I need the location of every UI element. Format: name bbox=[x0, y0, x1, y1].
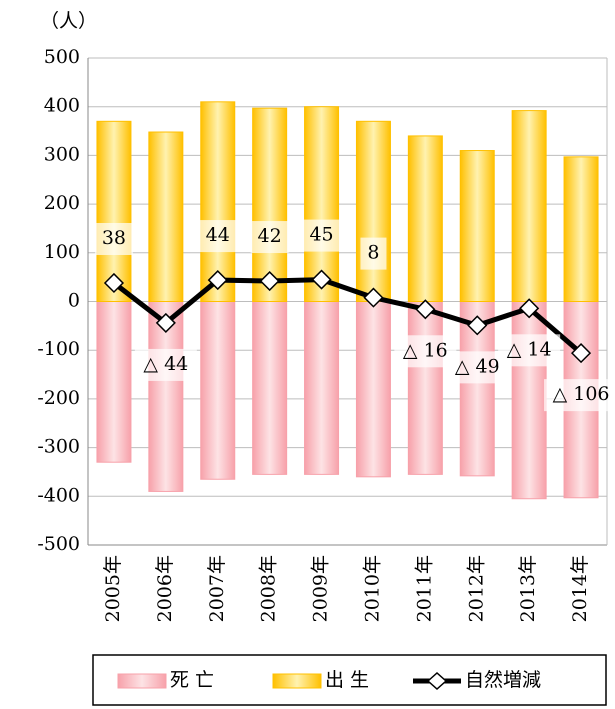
bar bbox=[407, 135, 443, 302]
x-tick-label: 2005年 bbox=[102, 555, 124, 622]
data-label: 42 bbox=[258, 225, 282, 247]
y-tick-label: -200 bbox=[37, 387, 80, 409]
bar bbox=[459, 150, 495, 302]
bar bbox=[252, 301, 288, 475]
marker bbox=[311, 269, 332, 290]
bar bbox=[511, 110, 547, 303]
legend-swatch bbox=[117, 673, 167, 689]
bar bbox=[252, 107, 288, 303]
legend-box bbox=[92, 654, 607, 706]
data-label: △ 14 bbox=[507, 338, 552, 360]
marker bbox=[570, 343, 592, 364]
label-bg bbox=[94, 222, 133, 255]
y-tick-label: 100 bbox=[44, 241, 80, 263]
line bbox=[112, 277, 583, 356]
data-label: △ 44 bbox=[143, 353, 188, 375]
x-tick-label: 2014年 bbox=[569, 555, 591, 622]
x-tick-label: 2013年 bbox=[517, 555, 539, 622]
data-label: △ 16 bbox=[403, 339, 448, 361]
bar bbox=[304, 106, 340, 302]
data-label: △ 106 bbox=[553, 383, 610, 405]
marker bbox=[519, 298, 540, 319]
bar bbox=[355, 120, 391, 302]
legend-swatch bbox=[272, 673, 322, 689]
bar bbox=[563, 156, 599, 302]
y-tick-label: 500 bbox=[44, 46, 80, 68]
legend-label: 死 亡 bbox=[170, 669, 214, 691]
y-tick-label: -500 bbox=[37, 533, 80, 555]
bar bbox=[200, 301, 236, 480]
bar bbox=[148, 301, 184, 492]
label-bg bbox=[544, 379, 615, 412]
marker bbox=[467, 315, 488, 336]
bar bbox=[148, 131, 184, 302]
y-tick-label: 200 bbox=[44, 192, 80, 214]
x-tick-label: 2007年 bbox=[206, 555, 228, 622]
data-label: 44 bbox=[206, 224, 230, 246]
label-bg bbox=[498, 334, 561, 367]
x-tick-label: 2012年 bbox=[465, 555, 487, 622]
label-bg bbox=[446, 351, 509, 384]
bar bbox=[511, 301, 547, 500]
data-label: △ 49 bbox=[455, 355, 500, 377]
x-tick-label: 2006年 bbox=[154, 555, 176, 622]
label-bg bbox=[394, 335, 457, 368]
bar bbox=[355, 301, 391, 478]
x-tick-label: 2009年 bbox=[310, 555, 332, 622]
marker bbox=[207, 270, 228, 291]
x-tick-label: 2008年 bbox=[258, 555, 280, 622]
data-label: 38 bbox=[102, 227, 126, 249]
y-tick-label: 0 bbox=[68, 290, 80, 312]
label-bg bbox=[250, 221, 289, 254]
bar bbox=[96, 120, 132, 302]
label-bg bbox=[360, 237, 387, 270]
x-tick-label: 2010年 bbox=[361, 555, 383, 622]
bar bbox=[407, 301, 443, 475]
marker bbox=[363, 287, 384, 308]
legend-marker bbox=[426, 671, 448, 691]
marker bbox=[415, 299, 436, 320]
label-bg bbox=[134, 348, 197, 381]
data-label: 8 bbox=[367, 242, 379, 264]
y-axis-label: （人） bbox=[40, 10, 97, 32]
marker bbox=[259, 270, 280, 292]
bar bbox=[96, 301, 132, 463]
y-tick-label: -100 bbox=[37, 338, 80, 360]
y-tick-label: 400 bbox=[44, 95, 80, 117]
label-bg bbox=[198, 220, 237, 253]
y-tick-label: -400 bbox=[37, 484, 80, 506]
y-tick-label: -300 bbox=[37, 436, 80, 458]
y-tick-label: 300 bbox=[44, 143, 80, 165]
bar bbox=[200, 101, 236, 302]
marker bbox=[155, 312, 176, 333]
x-tick-label: 2011年 bbox=[413, 555, 435, 622]
legend-label: 出 生 bbox=[325, 669, 369, 691]
label-bg bbox=[302, 219, 341, 252]
legend-label: 自然増減 bbox=[465, 669, 541, 691]
data-label: 45 bbox=[309, 224, 333, 246]
marker bbox=[103, 272, 125, 294]
bar bbox=[304, 301, 340, 475]
